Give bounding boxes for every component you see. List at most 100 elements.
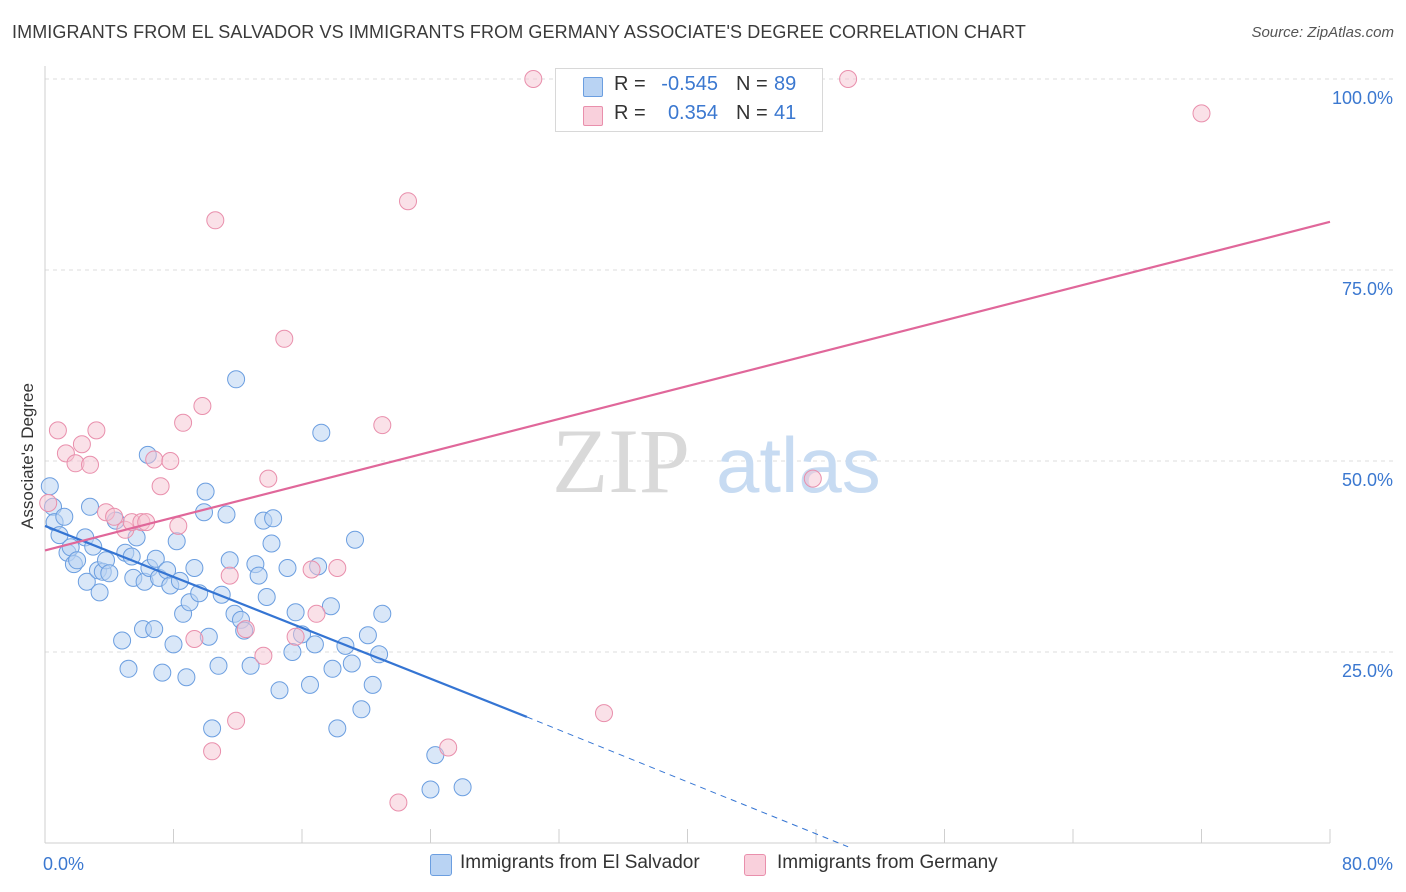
data-point-el-salvador <box>212 585 231 604</box>
data-point-germany <box>839 70 858 88</box>
data-point-germany <box>48 421 67 440</box>
legend-n-label: N = <box>736 102 768 124</box>
source-label: Source: ZipAtlas.com <box>1251 24 1394 41</box>
data-point-germany <box>151 477 170 496</box>
data-point-el-salvador <box>421 780 440 799</box>
data-point-germany <box>81 455 99 474</box>
series-name-el-salvador: Immigrants from El Salvador <box>460 852 700 873</box>
data-point-germany <box>105 507 124 526</box>
data-point-el-salvador <box>119 659 138 678</box>
data-point-germany <box>193 397 212 415</box>
data-point-el-salvador <box>352 700 371 719</box>
data-point-el-salvador <box>209 656 228 675</box>
y-tick-label: 25.0% <box>1342 661 1393 681</box>
chart-title: IMMIGRANTS FROM EL SALVADOR VS IMMIGRANT… <box>12 22 1026 42</box>
data-point-germany <box>206 211 225 230</box>
legend-r-label: R = <box>614 102 646 124</box>
data-point-germany <box>220 566 239 585</box>
data-point-germany <box>373 416 392 435</box>
data-point-el-salvador <box>283 643 302 661</box>
data-point-el-salvador <box>342 654 361 673</box>
data-point-germany <box>259 469 278 488</box>
data-point-el-salvador <box>453 778 472 797</box>
data-point-el-salvador <box>100 564 119 583</box>
data-point-el-salvador <box>286 603 305 622</box>
data-point-el-salvador <box>328 719 347 738</box>
data-points <box>39 70 1211 812</box>
data-point-el-salvador <box>177 668 196 687</box>
data-point-germany <box>1192 104 1211 123</box>
data-point-germany <box>389 793 408 812</box>
data-point-germany <box>328 559 347 577</box>
data-point-el-salvador <box>312 423 331 442</box>
y-axis-label: Associate's Degree <box>18 383 37 529</box>
data-point-germany <box>803 469 822 488</box>
legend-row-el-salvador: R = -0.545 N = 89 <box>556 71 822 99</box>
data-point-el-salvador <box>323 659 342 678</box>
data-point-el-salvador <box>373 604 392 623</box>
data-point-el-salvador <box>68 551 87 570</box>
legend-row-germany: R = 0.354 N = 41 <box>556 100 822 128</box>
y-tick-label: 50.0% <box>1342 470 1393 490</box>
data-point-el-salvador <box>241 656 260 675</box>
data-point-germany <box>169 516 188 535</box>
y-tick-label: 75.0% <box>1342 279 1393 299</box>
data-point-el-salvador <box>40 477 59 496</box>
data-point-el-salvador <box>185 559 204 577</box>
watermark-zip: ZIP <box>552 410 690 512</box>
watermark: ZIP atlas <box>552 410 881 512</box>
data-point-el-salvador <box>305 635 324 654</box>
data-point-germany <box>185 630 204 648</box>
data-point-germany <box>227 711 246 730</box>
data-point-germany <box>236 620 255 639</box>
legend-swatch-pink <box>583 106 603 126</box>
data-point-el-salvador <box>203 719 222 738</box>
trend-line-germany <box>44 220 1331 552</box>
legend-r-value: -0.545 <box>661 73 718 95</box>
y-tick-label: 100.0% <box>1332 88 1393 108</box>
data-point-germany <box>174 413 193 432</box>
data-point-germany <box>439 738 458 757</box>
legend-n-value: 41 <box>774 102 797 124</box>
data-point-el-salvador <box>81 497 99 516</box>
data-point-el-salvador <box>249 566 268 585</box>
data-point-el-salvador <box>217 505 236 524</box>
data-point-el-salvador <box>321 597 340 616</box>
data-point-el-salvador <box>270 681 289 700</box>
data-point-germany <box>254 646 273 665</box>
data-point-el-salvador <box>113 631 132 650</box>
data-point-germany <box>72 435 91 454</box>
data-point-germany <box>275 329 294 348</box>
data-point-germany <box>39 494 58 512</box>
data-point-germany <box>595 704 613 723</box>
data-point-el-salvador <box>363 675 382 694</box>
legend-r-label: R = <box>614 73 646 95</box>
data-point-el-salvador <box>257 588 276 606</box>
tick-labels: 100.0% 75.0% 50.0% 25.0% 0.0% 80.0% <box>43 88 1393 874</box>
trend-lines <box>44 220 1331 848</box>
data-point-germany <box>87 421 106 440</box>
legend-swatch-blue <box>583 77 603 97</box>
series-name-germany: Immigrants from Germany <box>777 852 998 873</box>
data-point-el-salvador <box>278 559 297 577</box>
trend-line-el-salvador-extension <box>526 716 849 848</box>
data-point-germany <box>307 604 326 623</box>
legend-r-value: 0.354 <box>667 102 718 124</box>
data-point-el-salvador <box>262 534 281 553</box>
data-point-el-salvador <box>55 507 74 526</box>
x-tick-label: 0.0% <box>43 854 84 874</box>
data-point-el-salvador <box>153 663 172 682</box>
data-point-el-salvador <box>346 530 364 549</box>
data-point-germany <box>399 192 417 211</box>
data-point-el-salvador <box>196 482 215 501</box>
x-tick-label: 80.0% <box>1342 854 1393 874</box>
data-point-el-salvador <box>145 620 164 639</box>
data-point-el-salvador <box>264 509 283 528</box>
data-point-germany <box>145 450 164 469</box>
data-point-el-salvador <box>301 675 319 694</box>
data-point-el-salvador <box>77 572 96 591</box>
data-point-el-salvador <box>90 583 109 602</box>
trend-line-el-salvador <box>44 524 528 718</box>
data-point-germany <box>286 627 305 646</box>
